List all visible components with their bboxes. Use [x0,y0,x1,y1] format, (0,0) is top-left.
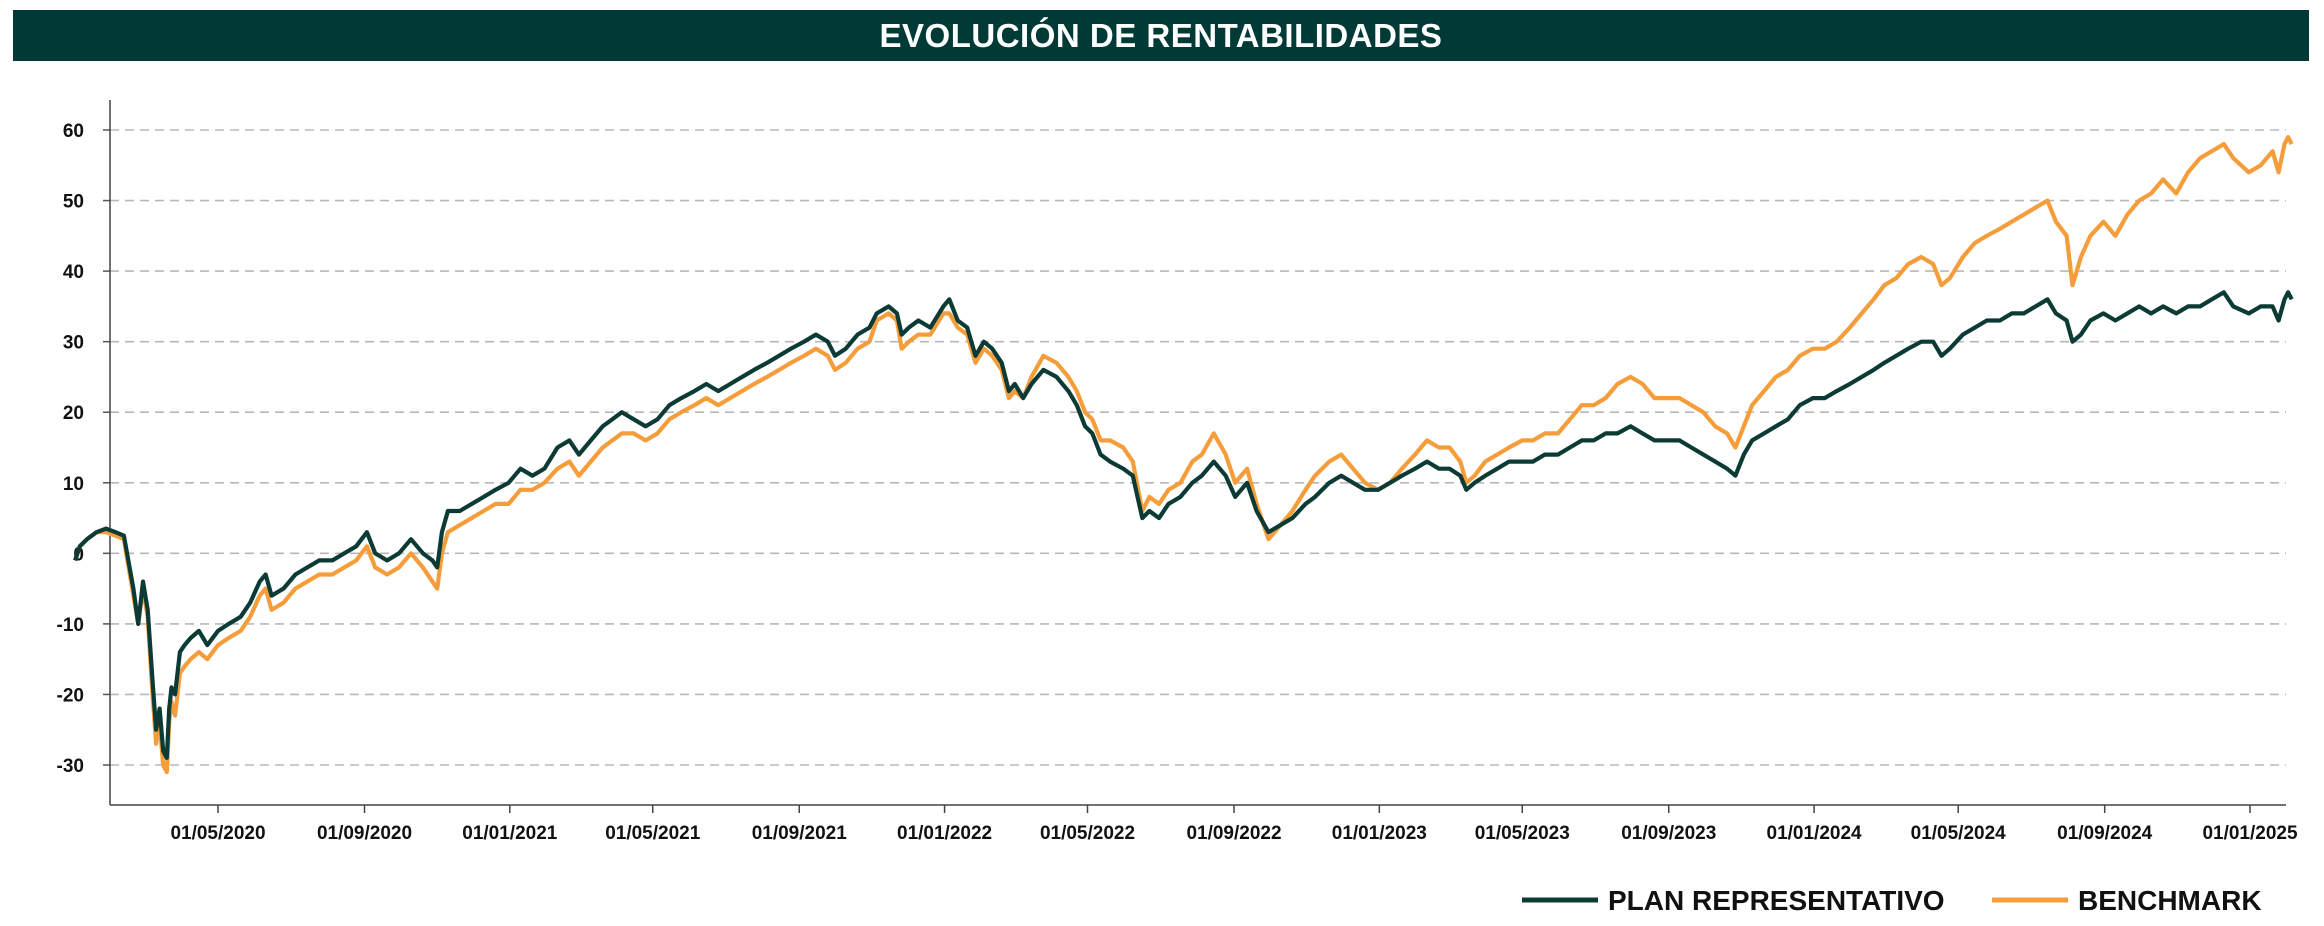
y-tick-label: 60 [63,121,84,142]
grid-layer [110,129,2286,766]
x-tick-label: 01/01/2025 [2202,823,2298,844]
x-tick-label: 01/01/2021 [462,823,558,844]
series-layer [73,135,2294,775]
y-tick-label: 40 [63,262,84,283]
chart-title: EVOLUCIÓN DE RENTABILIDADES [13,10,2309,61]
y-tick-label: 50 [63,192,84,213]
x-tick-label: 01/09/2021 [752,823,848,844]
x-tick-label: 01/05/2024 [1911,823,2007,844]
y-tick-label: 30 [63,333,84,354]
legend-label: BENCHMARK [2078,885,2262,916]
y-tick-label: -10 [57,615,84,636]
legend-label: PLAN REPRESENTATIVO [1608,885,1945,916]
x-tick-label: 01/05/2020 [170,823,265,844]
x-tick-label: 01/01/2023 [1332,823,1427,844]
x-tick-label: 01/05/2021 [605,823,701,844]
x-tick-label: 01/01/2022 [897,823,992,844]
x-tick-label: 01/09/2022 [1186,823,1281,844]
y-tick-label: 10 [63,474,84,495]
legend-item-plan-representativo: PLAN REPRESENTATIVO [1522,885,1945,916]
legend: PLAN REPRESENTATIVO BENCHMARK [1522,885,2262,916]
y-tick-label: 20 [63,403,84,424]
x-tick-label: 01/01/2024 [1767,823,1863,844]
series-line-plan-representativo [73,290,2294,760]
legend-item-benchmark: BENCHMARK [1992,885,2262,916]
x-tick-label: 01/05/2023 [1475,823,1570,844]
x-tick-label: 01/05/2022 [1040,823,1135,844]
series-line-benchmark [73,135,2294,775]
x-tick-label: 01/09/2020 [317,823,412,844]
y-tick-label: -20 [57,685,84,706]
x-tick-label: 01/09/2024 [2057,823,2153,844]
x-tick-label: 01/09/2023 [1621,823,1716,844]
y-tick-label: -30 [57,756,84,777]
